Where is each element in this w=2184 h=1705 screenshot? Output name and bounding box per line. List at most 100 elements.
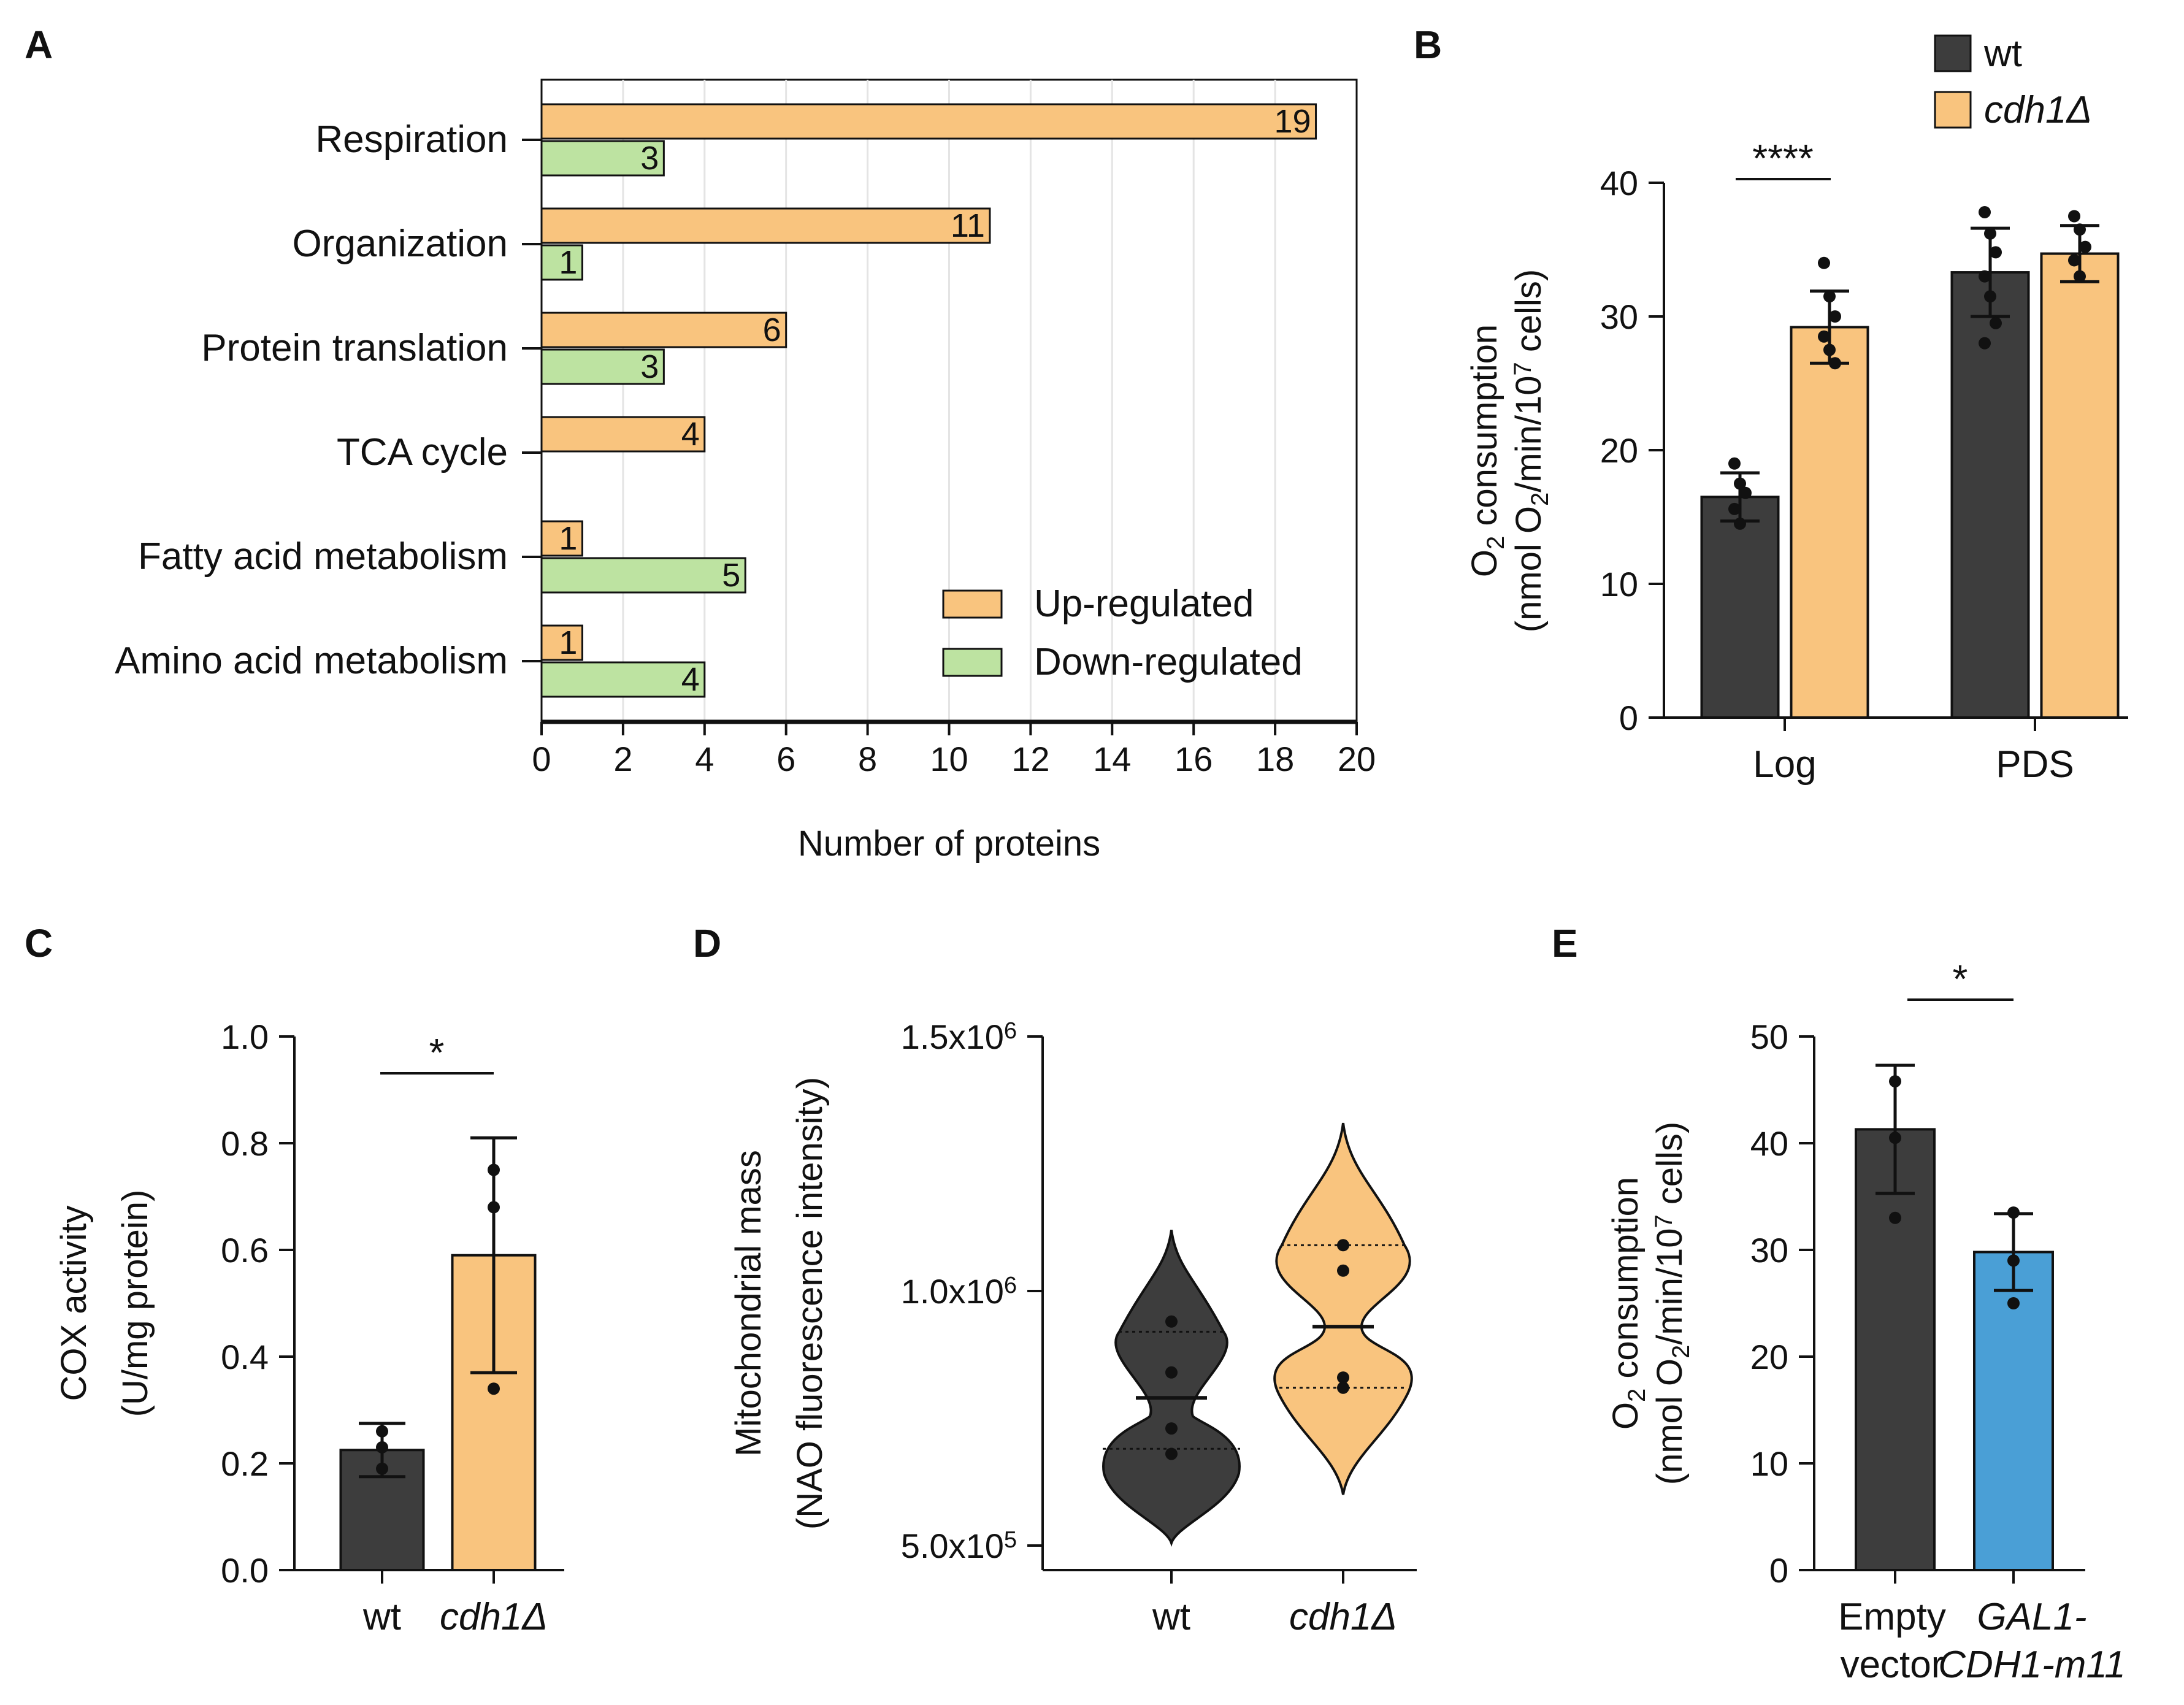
y-tick-label-d: 1.5x106 — [901, 1017, 1017, 1056]
data-point-d — [1165, 1447, 1178, 1460]
y-axis-title-e-line2: (nmol O2/min/107 cells) — [1650, 1122, 1695, 1485]
data-point-c — [488, 1163, 500, 1176]
y-axis-title-d-line2: (NAO fluorescence intensity) — [790, 1077, 830, 1530]
bar-up-regulated — [540, 416, 706, 453]
data-point-c — [376, 1462, 388, 1475]
legend-label-a: Up-regulated — [1034, 583, 1254, 625]
y-axis-title-d-group: Mitochondrial mass (NAO fluorescence inte… — [729, 1077, 830, 1530]
data-point-e — [2007, 1254, 2020, 1267]
data-point-d — [1165, 1366, 1178, 1379]
y-axis-title-c-line1: COX activity — [54, 1205, 94, 1401]
panel-b-chart: 0 10 20 30 40 O2 consumption(nmol O2/min/107 … — [1465, 33, 2128, 786]
x-category-label-b: PDS — [1996, 743, 2074, 786]
bar-value-label: 3 — [640, 348, 659, 385]
data-point-b — [2074, 223, 2086, 236]
data-point-b — [1829, 357, 1841, 370]
violin-cdh1 — [1273, 1122, 1413, 1495]
bar-cdh1 — [2040, 252, 2120, 719]
category-label-a: Protein translation — [201, 327, 508, 369]
data-point-c — [376, 1425, 388, 1438]
panel-c-chart: 0.0 0.2 0.4 0.6 0.8 1.0 COX activity (U/mg prot… — [54, 1017, 564, 1638]
data-point-b — [2079, 240, 2091, 253]
y-axis-title-c-line2: (U/mg protein) — [115, 1190, 155, 1417]
y-tick-label-b: 30 — [1600, 297, 1638, 336]
x-category-label-d: wt — [1152, 1596, 1190, 1638]
x-tick-label-a: 16 — [1174, 740, 1213, 778]
bar-up-regulated — [540, 624, 583, 661]
data-point-b — [1818, 330, 1830, 343]
x-category-label-b: Log — [1753, 743, 1816, 786]
data-point-d — [1337, 1381, 1349, 1394]
y-tick-label-c: 0.4 — [221, 1338, 269, 1376]
x-tick-label-a: 14 — [1093, 740, 1131, 778]
panel-e-chart: 0 10 20 30 40 50 O2 consumption(nmol O2/min/10… — [1606, 957, 2126, 1686]
panel-letter-c: C — [25, 921, 53, 965]
data-point-d — [1337, 1264, 1349, 1277]
bar-wt — [1700, 496, 1780, 719]
y-tick-label-d: 1.0x106 — [901, 1272, 1017, 1311]
x-category-label-e: CDH1-m11 — [1938, 1644, 2125, 1686]
legend-swatch-a — [942, 589, 1003, 619]
bar-up-regulated — [540, 520, 583, 557]
data-point-b — [2068, 210, 2080, 223]
data-point-e — [2007, 1297, 2020, 1309]
y-axis-title-d-line1: Mitochondrial mass — [729, 1150, 768, 1457]
data-point-e — [1889, 1132, 1901, 1144]
data-point-c — [488, 1382, 500, 1395]
data-point-c — [376, 1441, 388, 1454]
legend-swatch-b — [1934, 91, 1972, 129]
data-point-e — [1889, 1211, 1901, 1224]
data-point-d — [1337, 1371, 1349, 1384]
bar-cdh1 — [1790, 326, 1869, 719]
bar-value-label: 11 — [951, 207, 985, 244]
bar-value-label: 1 — [559, 624, 577, 661]
y-tick-label-e: 0 — [1769, 1551, 1788, 1590]
data-point-b — [1990, 246, 2002, 259]
bar-down-regulated — [540, 140, 665, 177]
y-tick-label-c: 0.2 — [221, 1444, 269, 1483]
x-category-label-e: vector — [1841, 1644, 1944, 1686]
data-point-d — [1337, 1239, 1349, 1252]
x-tick-label-a: 8 — [858, 740, 877, 778]
data-point-b — [2074, 270, 2086, 283]
data-point-b — [1728, 457, 1741, 470]
violin-wt — [1102, 1230, 1241, 1547]
bar-value-label: 19 — [1274, 103, 1311, 140]
legend-label-b: cdh1Δ — [1984, 89, 2092, 131]
data-point-b — [1979, 270, 1991, 283]
data-point-b — [1984, 290, 1996, 303]
x-category-label-d: cdh1Δ — [1289, 1596, 1397, 1638]
data-point-b — [1823, 290, 1836, 303]
x-category-label-c: cdh1Δ — [440, 1596, 548, 1638]
bar-up-regulated — [540, 207, 991, 244]
legend-label-a: Down-regulated — [1034, 641, 1303, 683]
category-label-a: Respiration — [315, 118, 508, 161]
x-category-label-e: Empty — [1838, 1596, 1946, 1638]
x-tick-label-a: 20 — [1338, 740, 1376, 778]
y-axis-title-c-group: COX activity (U/mg protein) — [54, 1190, 155, 1417]
y-axis-title-b-group: O2 consumption(nmol O2/min/107 cells) — [1465, 269, 1554, 632]
x-category-label-e: GAL1- — [1977, 1596, 2086, 1638]
x-tick-label-a: 6 — [776, 740, 795, 778]
bar-value-label: 4 — [681, 416, 700, 453]
panel-letter-e: E — [1552, 921, 1578, 965]
data-point-b — [1829, 310, 1841, 323]
panel-letter-b: B — [1414, 23, 1442, 67]
legend-label-b: wt — [1983, 33, 2022, 75]
data-point-b — [1818, 256, 1830, 269]
x-tick-label-a: 0 — [532, 740, 551, 778]
data-point-b — [1823, 343, 1836, 356]
data-point-b — [1728, 502, 1741, 515]
bar-up-regulated — [540, 103, 1317, 140]
category-label-a: Amino acid metabolism — [115, 640, 508, 682]
category-label-a: TCA cycle — [337, 431, 508, 473]
bar-value-label: 1 — [559, 520, 577, 557]
y-tick-label-e: 20 — [1750, 1338, 1788, 1376]
bar-down-regulated — [540, 244, 583, 281]
y-tick-label-b: 10 — [1600, 565, 1638, 603]
bar-empty-vector — [1855, 1128, 1936, 1571]
y-tick-label-b: 40 — [1600, 164, 1638, 202]
significance-label-c: * — [429, 1030, 445, 1075]
